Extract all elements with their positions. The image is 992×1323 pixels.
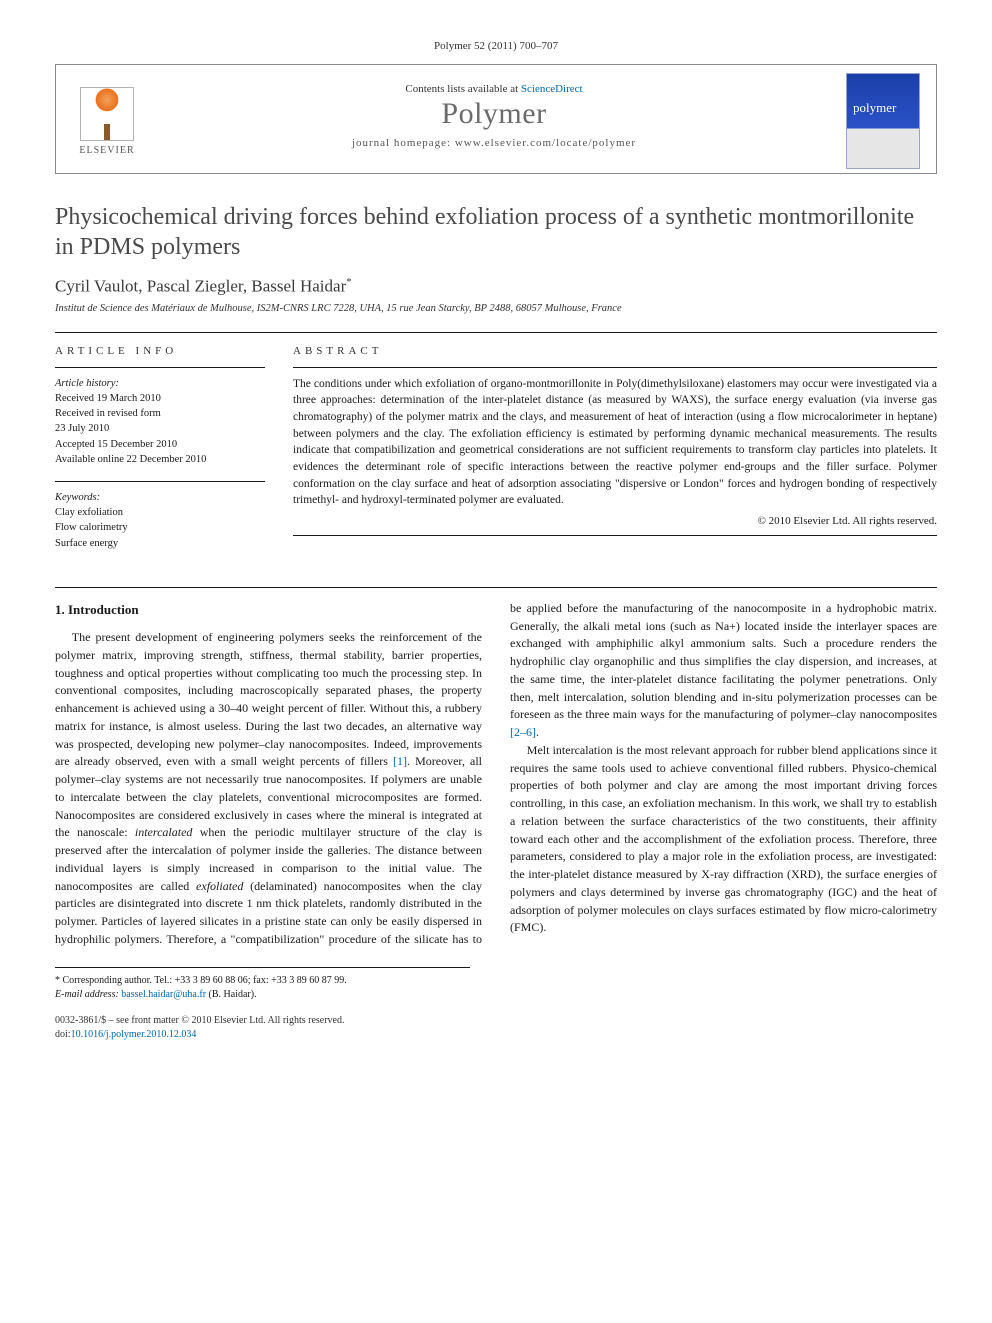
affiliation: Institut de Science des Matériaux de Mul… [55, 303, 937, 314]
abstract-text: The conditions under which exfoliation o… [293, 376, 937, 509]
publisher-name: ELSEVIER [79, 145, 134, 156]
ref-link-1[interactable]: [1] [393, 754, 407, 768]
cover-title: polymer [853, 100, 896, 116]
author-names: Cyril Vaulot, Pascal Ziegler, Bassel Hai… [55, 277, 346, 296]
homepage-prefix: journal homepage: [352, 137, 455, 149]
journal-cover-thumb: polymer [846, 73, 920, 169]
divider [55, 367, 265, 368]
footer-meta: 0032-3861/$ – see front matter © 2010 El… [55, 1014, 937, 1042]
homepage-link[interactable]: www.elsevier.com/locate/polymer [455, 137, 636, 149]
history-received: Received 19 March 2010 [55, 391, 265, 406]
sciencedirect-link[interactable]: ScienceDirect [521, 83, 583, 95]
citation: Polymer 52 (2011) 700–707 [55, 40, 937, 52]
keywords-heading: Keywords: [55, 490, 265, 505]
keyword: Clay exfoliation [55, 505, 265, 520]
keyword: Surface energy [55, 536, 265, 551]
history-heading: Article history: [55, 376, 265, 391]
divider [55, 481, 265, 482]
journal-header: ELSEVIER Contents lists available at Sci… [55, 64, 937, 174]
divider [55, 587, 937, 588]
abstract-label: ABSTRACT [293, 345, 937, 357]
email-suffix: (B. Haidar). [206, 989, 257, 1000]
keyword: Flow calorimetry [55, 520, 265, 535]
issn-line: 0032-3861/$ – see front matter © 2010 El… [55, 1014, 937, 1028]
history-revised-b: 23 July 2010 [55, 421, 265, 436]
corresponding-mark: * [346, 276, 352, 288]
history-accepted: Accepted 15 December 2010 [55, 437, 265, 452]
contents-available: Contents lists available at ScienceDirec… [142, 83, 846, 95]
copyright: © 2010 Elsevier Ltd. All rights reserved… [293, 515, 937, 527]
elsevier-logo: ELSEVIER [72, 82, 142, 160]
journal-name: Polymer [441, 97, 546, 130]
doi-label: doi: [55, 1029, 71, 1040]
body-paragraph: Melt intercalation is the most relevant … [510, 742, 937, 937]
ref-link-2-6[interactable]: [2–6] [510, 725, 536, 739]
italic-term: intercalated [135, 825, 193, 839]
divider [55, 332, 937, 333]
corresponding-footnote: * Corresponding author. Tel.: +33 3 89 6… [55, 974, 470, 988]
authors: Cyril Vaulot, Pascal Ziegler, Bassel Hai… [55, 276, 937, 297]
body-text: The present development of engineering p… [55, 630, 482, 768]
italic-term: exfoliated [196, 879, 243, 893]
article-history: Article history: Received 19 March 2010 … [55, 376, 265, 467]
body-text: . [536, 725, 539, 739]
email-link[interactable]: bassel.haidar@uha.fr [121, 989, 206, 1000]
history-online: Available online 22 December 2010 [55, 452, 265, 467]
divider [293, 535, 937, 536]
journal-homepage: journal homepage: www.elsevier.com/locat… [142, 137, 846, 159]
doi-link[interactable]: 10.1016/j.polymer.2010.12.034 [71, 1029, 197, 1040]
section-heading-introduction: 1. Introduction [55, 600, 482, 619]
keywords: Keywords: Clay exfoliation Flow calorime… [55, 490, 265, 551]
footnotes: * Corresponding author. Tel.: +33 3 89 6… [55, 967, 470, 1002]
divider [293, 367, 937, 368]
email-label: E-mail address: [55, 989, 121, 1000]
contents-prefix: Contents lists available at [405, 83, 520, 95]
article-info-label: ARTICLE INFO [55, 345, 265, 357]
history-revised-a: Received in revised form [55, 406, 265, 421]
article-body: 1. Introduction The present development … [55, 600, 937, 949]
article-title: Physicochemical driving forces behind ex… [55, 202, 937, 262]
elsevier-tree-icon [80, 87, 134, 141]
